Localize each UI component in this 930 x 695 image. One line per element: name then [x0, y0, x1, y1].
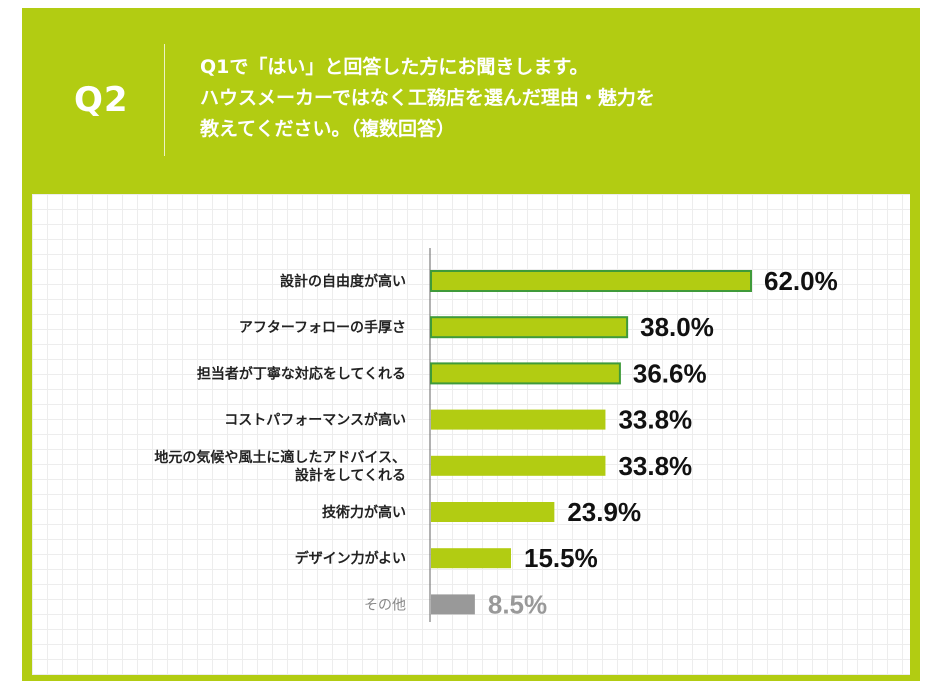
value-label: 36.6%	[633, 358, 707, 388]
bar	[430, 316, 629, 339]
category-label: 地元の気候や風土に適したアドバイス、	[154, 449, 406, 466]
category-label: コストパフォーマンスが高い	[224, 412, 406, 429]
value-label: 33.8%	[618, 451, 692, 481]
bar	[430, 362, 621, 385]
question-text: Q1で「はい」と回答した方にお聞きします。 ハウスメーカーではなく工務店を選んだ…	[200, 52, 880, 145]
chart-frame: Q2 Q1で「はい」と回答した方にお聞きします。 ハウスメーカーではなく工務店を…	[22, 8, 920, 681]
bar-chart: 設計の自由度が高い 62.0% アフターフォローの手厚さ 38.0% 担当者が丁寧な対応…	[154, 248, 838, 622]
value-label: 23.9%	[567, 497, 641, 527]
value-label: 8.5%	[488, 589, 547, 619]
bar	[431, 409, 606, 430]
value-label: 33.8%	[618, 405, 692, 435]
bar	[431, 455, 606, 476]
category-label: 技術力が高い	[322, 504, 406, 521]
category-label: デザイン力がよい	[295, 550, 406, 567]
bar	[431, 502, 555, 522]
question-line: ハウスメーカーではなく工務店を選んだ理由・魅力を	[200, 87, 655, 109]
question-line: 教えてください。（複数回答）	[200, 118, 455, 140]
category-label: その他	[364, 597, 406, 613]
question-line: Q1で「はい」と回答した方にお聞きします。	[200, 56, 589, 78]
bar	[431, 548, 511, 569]
value-label: 15.5%	[524, 543, 598, 573]
category-label: 設計の自由度が高い	[280, 273, 406, 290]
question-header: Q2 Q1で「はい」と回答した方にお聞きします。 ハウスメーカーではなく工務店を…	[22, 8, 920, 194]
category-label: 担当者が丁寧な対応をしてくれる	[197, 365, 406, 382]
value-label: 38.0%	[640, 312, 714, 342]
bar	[430, 270, 752, 292]
value-label: 62.0%	[764, 266, 838, 296]
bar	[431, 594, 475, 615]
question-number: Q2	[74, 80, 129, 120]
category-label: アフターフォローの手厚さ	[239, 319, 406, 336]
chart-panel: 設計の自由度が高い 62.0% アフターフォローの手厚さ 38.0% 担当者が丁寧な対応…	[32, 194, 910, 675]
header-divider	[164, 44, 165, 156]
category-label: 設計をしてくれる	[295, 467, 406, 484]
